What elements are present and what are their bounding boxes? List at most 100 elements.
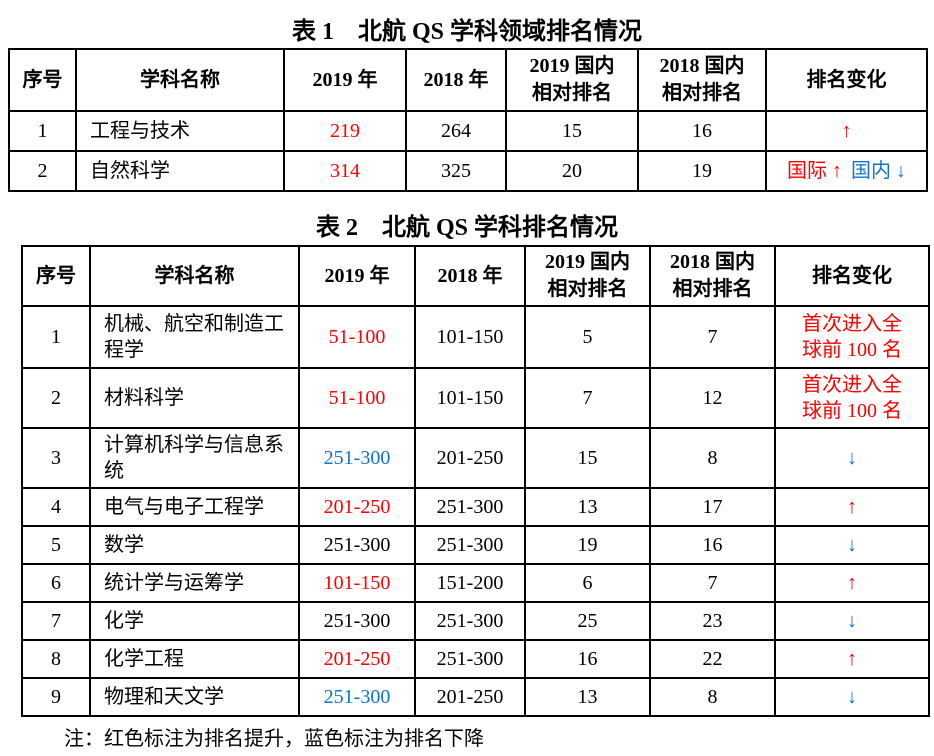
- rank-up-indicator: 国际 ↑: [787, 160, 842, 182]
- cell-domestic-rank-2019: 7: [524, 367, 651, 429]
- cell-rank-2018: 101-150: [414, 367, 526, 429]
- cell-rank-2018: 101-150: [414, 305, 526, 369]
- table1-title: 表 1 北航 QS 学科领域排名情况: [291, 19, 642, 45]
- cell-rank-2019: 251-300: [298, 601, 416, 641]
- column-header: 2019 国内 相对排名: [505, 48, 639, 112]
- rank-down-indicator: ↓: [847, 686, 857, 708]
- cell-rank-2019: 314: [283, 150, 407, 192]
- table-row: 2 材料科学 51-100 101-150 7 12 首次进入全 球前 100 名: [21, 367, 930, 429]
- cell-domestic-rank-2019: 15: [505, 110, 639, 152]
- cell-index: 1: [21, 305, 91, 369]
- cell-rank-2018: 251-300: [414, 525, 526, 565]
- table-row: 4 电气与电子工程学 201-250 251-300 13 17 ↑: [21, 487, 930, 527]
- cell-domestic-rank-2019: 13: [524, 487, 651, 527]
- cell-domestic-rank-2019: 19: [524, 525, 651, 565]
- rank-up-indicator: ↑: [847, 496, 857, 518]
- cell-subject: 自然科学: [75, 150, 285, 192]
- column-header: 排名变化: [765, 48, 928, 112]
- cell-subject: 数学: [89, 525, 300, 565]
- cell-domestic-rank-2019: 6: [524, 563, 651, 603]
- header-row: 序号 学科名称 2019 年 2018 年 2019 国内 相对排名 2018 国内 相对排名…: [21, 245, 930, 307]
- cell-domestic-rank-2018: 8: [649, 677, 776, 717]
- cell-index: 4: [21, 487, 91, 527]
- column-header: 排名变化: [774, 245, 930, 307]
- cell-rank-2019: 201-250: [298, 487, 416, 527]
- rank-up-indicator: ↑: [847, 648, 857, 670]
- cell-index: 2: [8, 150, 77, 192]
- column-header: 序号: [21, 245, 91, 307]
- cell-domestic-rank-2018: 7: [649, 563, 776, 603]
- column-header: 2018 国内 相对排名: [649, 245, 776, 307]
- cell-domestic-rank-2019: 25: [524, 601, 651, 641]
- column-header: 学科名称: [89, 245, 300, 307]
- column-header: 2019 年: [298, 245, 416, 307]
- cell-domestic-rank-2018: 17: [649, 487, 776, 527]
- cell-index: 9: [21, 677, 91, 717]
- cell-subject: 统计学与运筹学: [89, 563, 300, 603]
- column-header: 2019 年: [283, 48, 407, 112]
- cell-rank-2019: 251-300: [298, 525, 416, 565]
- table-row: 5 数学 251-300 251-300 19 16 ↓: [21, 525, 930, 565]
- cell-subject: 计算机科学与信息系统: [89, 427, 300, 489]
- qs-subject-area-ranking-table: 序号 学科名称 2019 年 2018 年 2019 国内 相对排名 2018 国内 相对排名…: [8, 48, 928, 192]
- footnote: 注：红色标注为排名提升，蓝色标注为排名下降: [64, 728, 484, 750]
- cell-subject: 化学工程: [89, 639, 300, 679]
- cell-rank-change: ↑: [765, 110, 928, 152]
- cell-rank-2019: 201-250: [298, 639, 416, 679]
- cell-rank-2018: 251-300: [414, 639, 526, 679]
- qs-subject-ranking-table: 序号 学科名称 2019 年 2018 年 2019 国内 相对排名 2018 国内 相对排名…: [21, 245, 930, 717]
- cell-domestic-rank-2019: 15: [524, 427, 651, 489]
- cell-index: 6: [21, 563, 91, 603]
- table-row: 3 计算机科学与信息系统 251-300 201-250 15 8 ↓: [21, 427, 930, 489]
- cell-rank-2018: 201-250: [414, 677, 526, 717]
- table-row: 6 统计学与运筹学 101-150 151-200 6 7 ↑: [21, 563, 930, 603]
- cell-domestic-rank-2018: 8: [649, 427, 776, 489]
- cell-domestic-rank-2019: 13: [524, 677, 651, 717]
- cell-rank-2019: 219: [283, 110, 407, 152]
- cell-rank-2019: 51-100: [298, 367, 416, 429]
- rank-up-indicator: 首次进入全 球前 100 名: [802, 374, 902, 422]
- rank-up-indicator: 首次进入全 球前 100 名: [802, 313, 902, 361]
- cell-rank-change: ↓: [774, 525, 930, 565]
- cell-rank-change: 首次进入全 球前 100 名: [774, 367, 930, 429]
- column-header: 学科名称: [75, 48, 285, 112]
- cell-index: 2: [21, 367, 91, 429]
- table-row: 8 化学工程 201-250 251-300 16 22 ↑: [21, 639, 930, 679]
- cell-rank-change: ↓: [774, 427, 930, 489]
- cell-domestic-rank-2018: 22: [649, 639, 776, 679]
- rank-up-indicator: ↑: [847, 572, 857, 594]
- column-header: 2018 年: [414, 245, 526, 307]
- cell-rank-change: ↑: [774, 639, 930, 679]
- cell-rank-change: ↑: [774, 487, 930, 527]
- cell-domestic-rank-2019: 5: [524, 305, 651, 369]
- cell-rank-2018: 201-250: [414, 427, 526, 489]
- rank-down-indicator: 国内 ↓: [851, 160, 906, 182]
- cell-domestic-rank-2018: 19: [637, 150, 767, 192]
- cell-rank-2018: 264: [405, 110, 507, 152]
- rank-down-indicator: ↓: [847, 610, 857, 632]
- cell-rank-change: ↑: [774, 563, 930, 603]
- table-row: 9 物理和天文学 251-300 201-250 13 8 ↓: [21, 677, 930, 717]
- table-row: 1 机械、航空和制造工程学 51-100 101-150 5 7 首次进入全 球前 100 …: [21, 305, 930, 369]
- cell-rank-2019: 51-100: [298, 305, 416, 369]
- header-row: 序号 学科名称 2019 年 2018 年 2019 国内 相对排名 2018 国内 相对排名…: [8, 48, 928, 112]
- cell-domestic-rank-2018: 7: [649, 305, 776, 369]
- cell-index: 8: [21, 639, 91, 679]
- column-header: 2019 国内 相对排名: [524, 245, 651, 307]
- cell-rank-2019: 251-300: [298, 427, 416, 489]
- column-header: 序号: [8, 48, 77, 112]
- cell-index: 3: [21, 427, 91, 489]
- cell-index: 7: [21, 601, 91, 641]
- cell-subject: 化学: [89, 601, 300, 641]
- table2-title: 表 2 北航 QS 学科排名情况: [315, 215, 618, 241]
- cell-domestic-rank-2018: 12: [649, 367, 776, 429]
- cell-rank-2018: 251-300: [414, 487, 526, 527]
- rank-up-indicator: ↑: [841, 120, 852, 142]
- table-row: 1 工程与技术 219 264 15 16 ↑: [8, 110, 928, 152]
- cell-rank-change: 国际 ↑ 国内 ↓: [765, 150, 928, 192]
- cell-domestic-rank-2018: 16: [649, 525, 776, 565]
- cell-domestic-rank-2018: 16: [637, 110, 767, 152]
- cell-domestic-rank-2019: 16: [524, 639, 651, 679]
- column-header: 2018 国内 相对排名: [637, 48, 767, 112]
